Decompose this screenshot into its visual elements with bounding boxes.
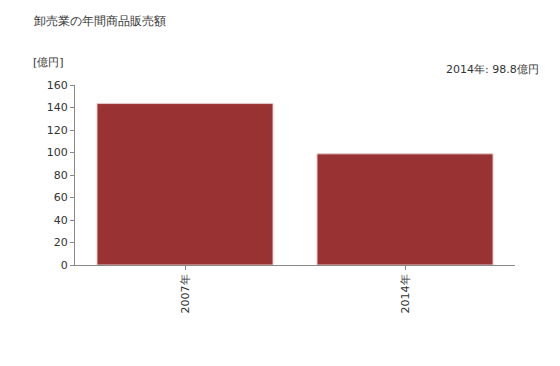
svg-text:卸売業の年間商品販売額: 卸売業の年間商品販売額 [34, 14, 166, 28]
svg-text:80: 80 [54, 169, 68, 182]
svg-text:100: 100 [47, 146, 68, 159]
svg-text:2007年: 2007年 [179, 274, 192, 313]
svg-text:60: 60 [54, 191, 68, 204]
svg-text:0: 0 [61, 259, 68, 272]
svg-text:160: 160 [47, 79, 68, 92]
svg-text:40: 40 [54, 214, 68, 227]
svg-text:120: 120 [47, 124, 68, 137]
svg-text:2014年: 98.8億円: 2014年: 98.8億円 [446, 63, 539, 76]
svg-text:2014年: 2014年 [399, 274, 412, 313]
svg-text:20: 20 [54, 236, 68, 249]
svg-text:[億円]: [億円] [33, 56, 64, 69]
svg-text:140: 140 [47, 101, 68, 114]
